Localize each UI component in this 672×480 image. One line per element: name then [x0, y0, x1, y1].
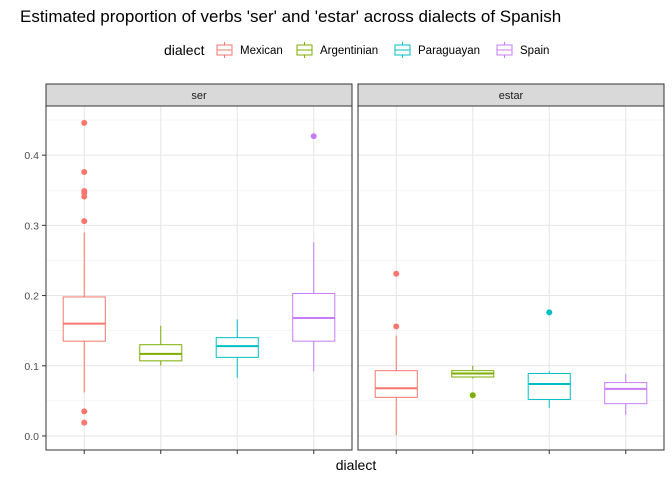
outlier-point: [81, 218, 88, 225]
outlier-point: [393, 270, 400, 277]
outlier-point: [393, 323, 400, 330]
outlier-point: [81, 193, 88, 200]
legend-label: Argentinian: [320, 45, 378, 57]
outlier-point: [81, 419, 88, 426]
y-tick-label: 0.3: [24, 220, 39, 232]
box-mexican: [62, 119, 106, 426]
y-tick-label: 0.1: [24, 361, 39, 373]
box-iqr: [604, 382, 648, 405]
legend-label: Paraguayan: [418, 45, 480, 57]
panel-border: [357, 105, 665, 451]
facet-strip-label: estar: [499, 90, 524, 102]
box-spain: [292, 133, 336, 372]
legend-label: Spain: [520, 45, 549, 57]
box-argentinian: [139, 325, 183, 366]
box-spain: [604, 374, 648, 415]
box-paraguayan: [527, 309, 571, 408]
legend-label: Mexican: [240, 45, 283, 57]
box-iqr: [374, 370, 418, 398]
y-tick-label: 0.0: [24, 431, 39, 443]
y-axis: 0.0 0.1 0.2 0.3 0.4: [24, 150, 46, 443]
outlier-point: [469, 392, 476, 399]
outlier-point: [310, 133, 317, 140]
panel-background: [46, 106, 352, 450]
outlier-point: [81, 119, 88, 126]
facet-strip-label: ser: [191, 90, 207, 102]
outlier-point: [546, 309, 553, 316]
facet-panel-estar: estar: [357, 83, 665, 454]
outlier-point: [81, 168, 88, 175]
legend-item-argentinian: Argentinian: [296, 42, 378, 58]
box-iqr: [62, 296, 106, 342]
legend-item-mexican: Mexican: [216, 42, 283, 58]
legend-item-paraguayan: Paraguayan: [394, 42, 480, 58]
legend-title: dialect: [164, 42, 205, 58]
legend-item-spain: Spain: [496, 42, 549, 58]
facet-panel-ser: ser: [45, 83, 353, 454]
panel-border: [45, 105, 353, 451]
x-axis-title: dialect: [336, 457, 377, 473]
y-tick-label: 0.4: [24, 150, 39, 162]
box-iqr: [527, 372, 571, 400]
chart-title: Estimated proportion of verbs 'ser' and …: [20, 7, 561, 26]
outlier-point: [81, 408, 88, 415]
legend: dialect Mexican Argentinian Paraguayan Spain: [164, 42, 549, 58]
box-iqr: [139, 344, 183, 362]
box-iqr: [215, 337, 259, 358]
box-argentinian: [451, 365, 495, 399]
facet-panels: ser estar 0.0 0.1 0.2 0.3 0.4: [24, 83, 665, 454]
box-mexican: [374, 270, 418, 436]
y-tick-label: 0.2: [24, 291, 39, 303]
box-paraguayan: [215, 319, 259, 378]
